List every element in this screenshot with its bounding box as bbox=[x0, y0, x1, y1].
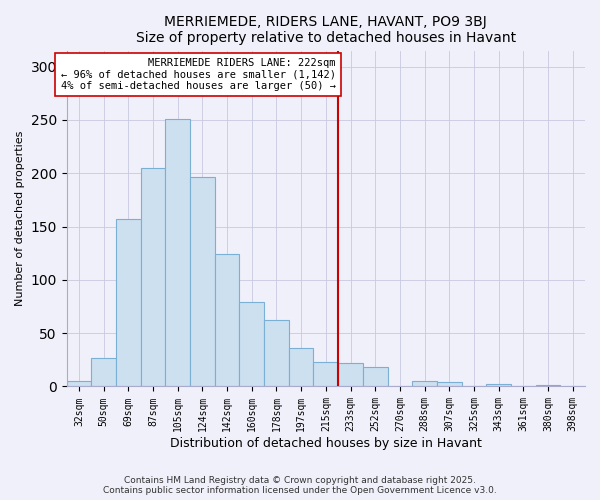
Bar bbox=[264, 320, 289, 386]
Bar bbox=[141, 168, 166, 386]
Bar bbox=[412, 381, 437, 386]
Text: MERRIEMEDE RIDERS LANE: 222sqm
← 96% of detached houses are smaller (1,142)
4% o: MERRIEMEDE RIDERS LANE: 222sqm ← 96% of … bbox=[61, 58, 335, 91]
Bar bbox=[190, 178, 215, 386]
Bar bbox=[91, 358, 116, 386]
Bar bbox=[116, 219, 141, 386]
Y-axis label: Number of detached properties: Number of detached properties bbox=[15, 131, 25, 306]
Text: Contains HM Land Registry data © Crown copyright and database right 2025.
Contai: Contains HM Land Registry data © Crown c… bbox=[103, 476, 497, 495]
X-axis label: Distribution of detached houses by size in Havant: Distribution of detached houses by size … bbox=[170, 437, 482, 450]
Bar bbox=[486, 384, 511, 386]
Bar bbox=[338, 363, 363, 386]
Bar bbox=[215, 254, 239, 386]
Bar bbox=[239, 302, 264, 386]
Bar bbox=[363, 368, 388, 386]
Bar bbox=[67, 381, 91, 386]
Bar bbox=[289, 348, 313, 387]
Bar bbox=[166, 119, 190, 386]
Title: MERRIEMEDE, RIDERS LANE, HAVANT, PO9 3BJ
Size of property relative to detached h: MERRIEMEDE, RIDERS LANE, HAVANT, PO9 3BJ… bbox=[136, 15, 516, 45]
Bar bbox=[313, 362, 338, 386]
Bar bbox=[437, 382, 461, 386]
